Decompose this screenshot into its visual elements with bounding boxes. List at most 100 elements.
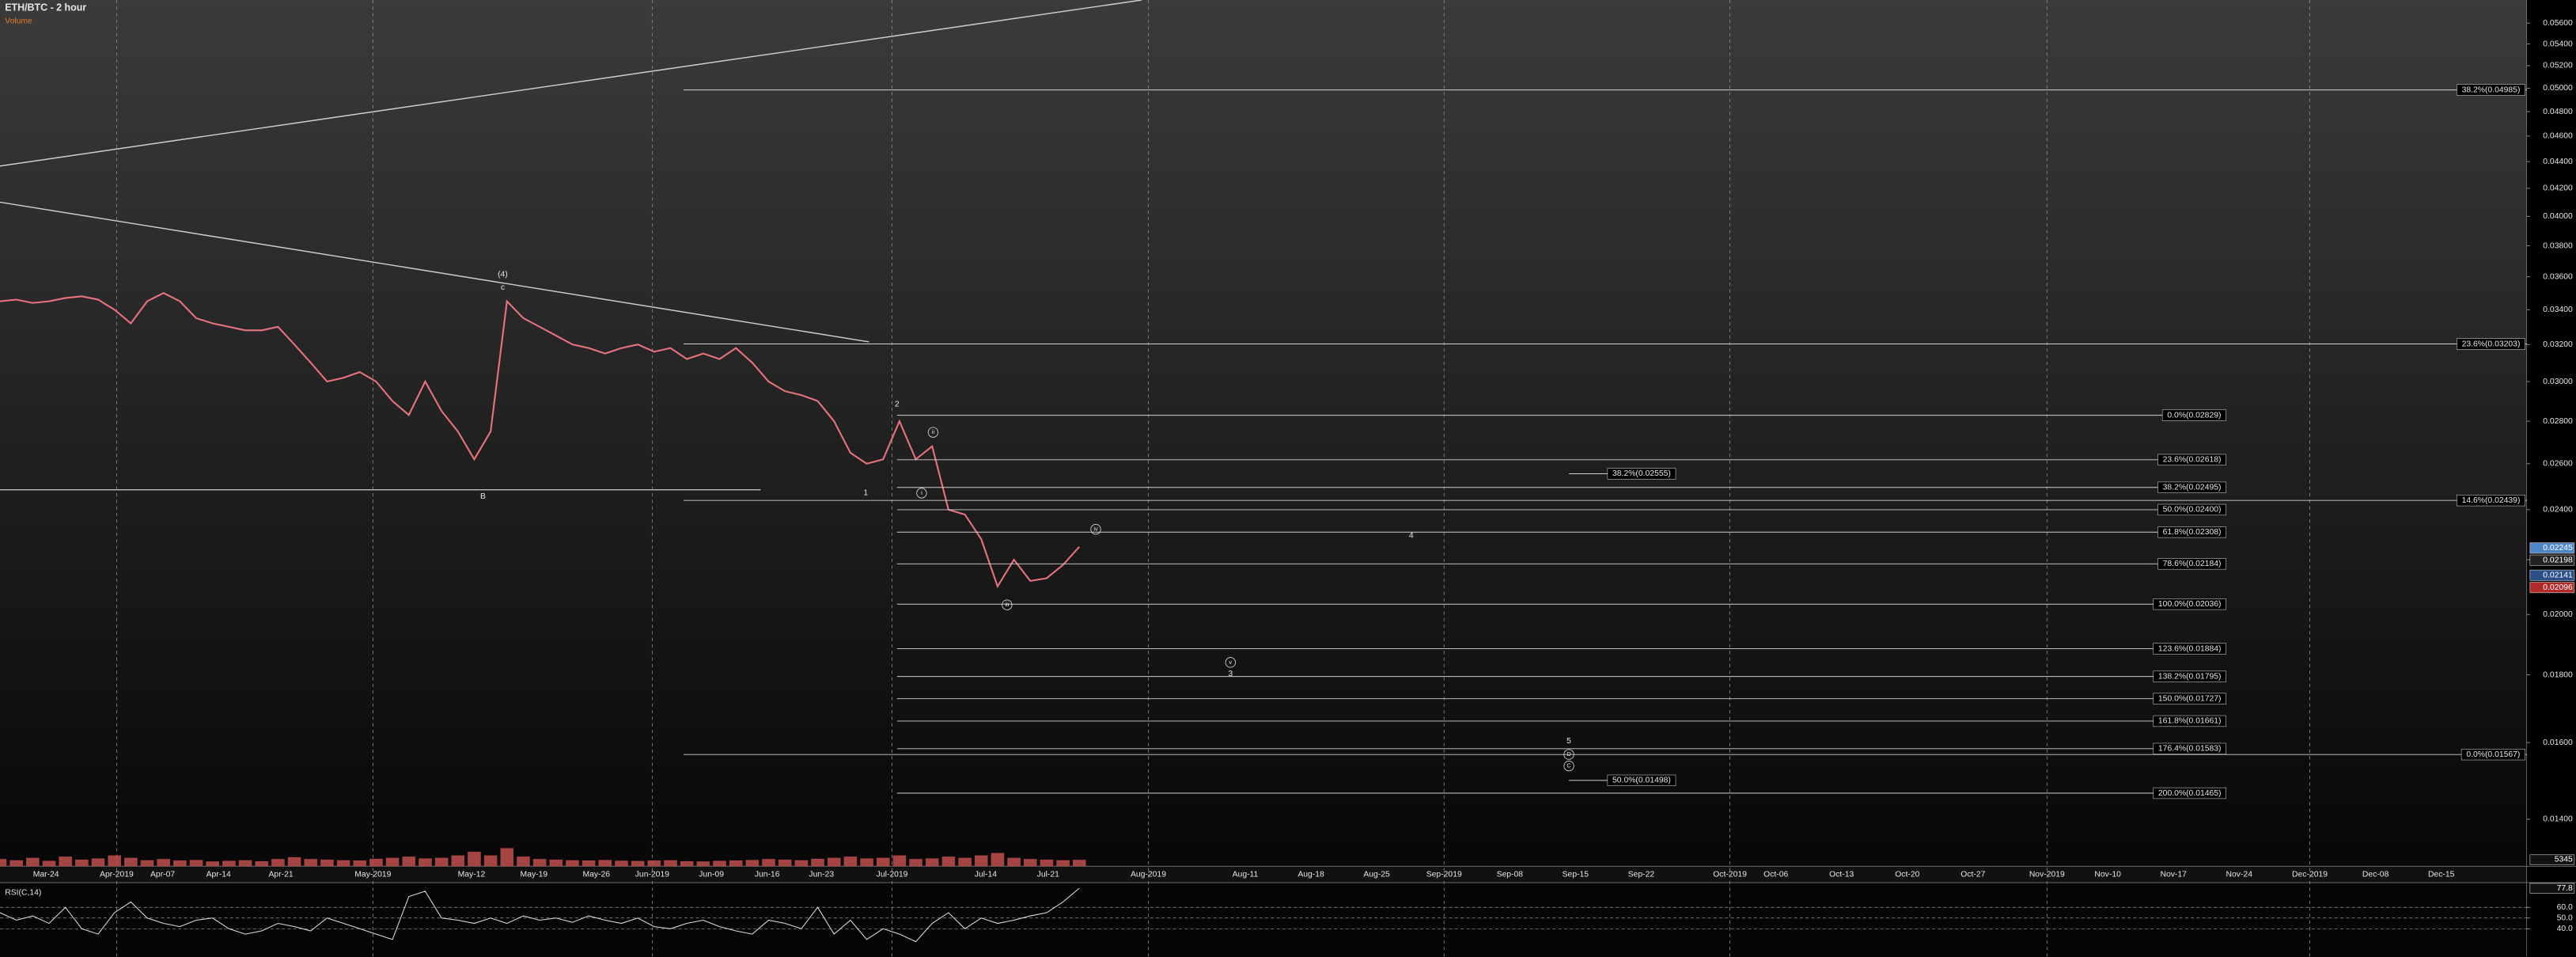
volume-bar [680,860,694,867]
y-tick-label: 50.0 [2557,914,2573,923]
wave-label: 5 [1566,737,1571,746]
volume-bar [941,856,956,867]
level-label: 138.2%(0.01795) [2158,672,2222,681]
wave-label: i [921,489,922,496]
y-tick-label: 0.01400 [2543,815,2573,824]
wave-circle [1563,761,1574,772]
level-label: 78.6%(0.02184) [2163,560,2222,568]
y-tick-label: 0.04400 [2543,158,2573,166]
x-tick-label: Jul-14 [975,870,997,879]
volume-bar [434,857,449,867]
volume-bar [238,860,252,867]
y-tick-label: 0.03000 [2543,378,2573,386]
wave-label: C [1566,762,1571,769]
level-label: 161.8%(0.01661) [2158,717,2222,726]
price-tag [2529,554,2575,566]
volume-bar [532,859,547,867]
volume-bar [925,858,939,867]
volume-bar [91,858,105,867]
level-label-box [2157,558,2226,570]
x-tick-label: Sep-08 [1497,870,1524,879]
volume-bar [664,860,677,867]
x-tick-label: Nov-17 [2160,870,2187,879]
level-label-box [2157,481,2226,493]
level-label: 123.6%(0.01884) [2158,644,2222,653]
x-tick-label: Jun-16 [755,870,780,879]
volume-bar [827,857,841,867]
wave-circle [1563,749,1574,760]
volume-bar [581,860,596,867]
x-tick-label: Jun-23 [809,870,834,879]
level-label: 100.0%(0.02036) [2158,600,2222,609]
price-tag-label: 0.02096 [2543,583,2573,592]
volume-bar [762,859,775,867]
volume-bar [157,859,171,867]
x-tick-label: Oct-13 [1829,870,1854,879]
volume-bar [1023,859,1037,867]
wave-label: iv [1093,526,1098,533]
volume-bar [909,859,922,867]
volume-bar [0,859,7,867]
volume-bar [892,855,907,867]
level-label: 0.0%(0.01567) [2466,750,2520,759]
y-tick-label: 0.02600 [2543,460,2573,469]
volume-bar [336,860,350,867]
level-label-box [2157,526,2226,538]
level-label-box [2153,693,2226,704]
volume-bar [794,860,809,867]
wave-label: 3 [1228,670,1233,678]
volume-bar [189,860,203,867]
volume-bar [860,858,873,867]
volume-bar [615,860,628,867]
level-label-box [2153,598,2226,610]
y-tick-label: 0.01600 [2543,739,2573,747]
x-tick-label: Oct-27 [1960,870,1985,879]
volume-tag: 5345 [2555,856,2573,864]
wave-label: D [1566,750,1571,758]
price-tag [2529,582,2575,594]
x-tick-label: May-19 [521,870,548,879]
price-tag-label: 0.02198 [2543,556,2573,564]
price-tag [2529,569,2575,581]
volume-bar [778,859,792,867]
x-tick-label: Apr-07 [150,870,175,879]
x-tick-label: Jul-21 [1037,870,1059,879]
y-tick-label: 0.04000 [2543,212,2573,221]
price-axis [2526,0,2576,957]
wave-label: c [501,283,505,292]
series-line [0,292,1081,589]
volume-bar [468,852,481,867]
level-label-box [2153,742,2226,754]
volume-bar [385,857,400,867]
volume-bar [124,857,138,867]
volume-bar [974,855,988,867]
volume-bar [320,859,334,867]
volume-bar [1040,859,1054,867]
level-label: 61.8%(0.02308) [2163,528,2222,537]
volume-bar [631,860,645,867]
wave-circle [1002,599,1013,610]
x-tick-label: Apr-21 [269,870,294,879]
volume-bar [745,860,760,867]
x-tick-label: Nov-10 [2094,870,2121,879]
x-tick-label: Oct-06 [1763,870,1788,879]
price-tag [2529,542,2575,554]
y-tick-label: 0.02400 [2543,506,2573,515]
y-tick-label: 0.03400 [2543,306,2573,314]
volume-bar [566,860,579,867]
y-tick-label: 0.03800 [2543,241,2573,250]
rsi-panel [0,883,2576,957]
x-tick-label: Dec-08 [2362,870,2389,879]
volume-bar [500,848,514,867]
volume-bar [713,860,726,867]
rsi-tag-box [2529,883,2575,894]
y-tick-label: 40.0 [2557,925,2573,933]
volume-bar [271,859,285,867]
x-tick-label: Aug-25 [1363,870,1390,879]
y-tick-label: 0.04800 [2543,108,2573,116]
volume-bar [729,860,743,867]
level-label-box [2153,715,2226,727]
rsi-tag: 77.8 [2557,884,2573,893]
volume-label: Volume [5,17,32,26]
